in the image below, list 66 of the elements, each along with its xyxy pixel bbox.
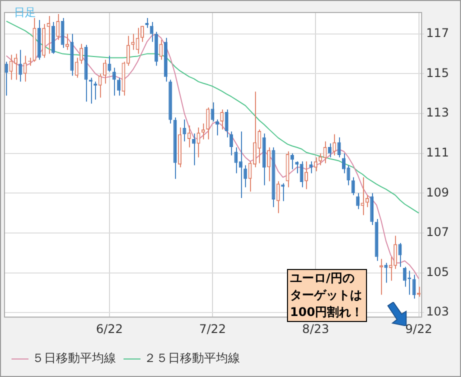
y-tick-label: 111 <box>426 145 449 160</box>
candlestick <box>356 192 360 210</box>
legend-label: ２５日移動平均線 <box>144 351 240 366</box>
candlestick <box>332 134 336 156</box>
candlestick <box>9 54 13 80</box>
candlestick <box>412 274 416 300</box>
candlestick <box>380 258 384 296</box>
candlestick <box>276 180 280 214</box>
candlestick <box>210 102 214 122</box>
y-tick-label: 117 <box>426 26 449 40</box>
candlestick <box>238 130 242 198</box>
candlestick <box>80 43 84 64</box>
candlestick <box>4 61 8 96</box>
candlestick <box>394 235 398 270</box>
x-tick-label: 6/22 <box>96 322 123 336</box>
candlestick <box>46 15 50 54</box>
candlestick <box>281 182 285 202</box>
candlestick <box>328 142 332 158</box>
candlestick <box>112 67 116 96</box>
candlestick <box>196 126 200 158</box>
x-tick-label: 8/23 <box>302 322 330 336</box>
candlestick <box>18 49 22 82</box>
x-tick-label: 7/22 <box>199 322 226 336</box>
candlestick <box>314 156 318 172</box>
y-tick-label: 107 <box>426 225 449 240</box>
candlestick <box>224 109 228 138</box>
candlestick <box>220 109 224 130</box>
candlestick <box>131 33 135 50</box>
candlestick <box>14 53 18 80</box>
candlestick <box>398 242 402 268</box>
annotation: ユーロ/円のターゲットは100円割れ！ <box>287 269 367 322</box>
candlestick <box>267 146 271 182</box>
candlestick <box>323 140 327 164</box>
candlestick <box>351 176 355 196</box>
x-tick-label: 9/22 <box>405 322 432 336</box>
candlestick <box>258 128 262 164</box>
candlestick <box>206 107 210 140</box>
candlestick <box>108 55 112 72</box>
y-tick-label: 113 <box>426 106 449 120</box>
candlestick <box>384 262 388 284</box>
candlestick <box>360 176 364 216</box>
candlestick <box>60 17 64 48</box>
candlestick <box>150 21 154 42</box>
candlestick <box>74 57 78 78</box>
candlestick <box>23 55 27 82</box>
candlestick <box>103 59 107 84</box>
candlestick <box>117 77 121 96</box>
candlestick <box>304 160 308 190</box>
candlestick <box>230 130 234 156</box>
candlestick <box>187 124 191 148</box>
y-tick-label: 103 <box>426 304 449 319</box>
legend-label: ５日移動平均線 <box>32 351 116 366</box>
candlestick <box>300 160 304 188</box>
candlestick <box>159 39 163 60</box>
candlestick <box>337 136 341 158</box>
y-tick-label: 109 <box>426 185 449 200</box>
candlestick <box>402 266 406 288</box>
candlestick <box>66 33 70 50</box>
candlestick <box>244 164 248 188</box>
y-tick-label: 105 <box>426 264 449 279</box>
candlestick <box>192 132 196 166</box>
annotation: 日足 <box>14 5 36 20</box>
y-tick-label: 115 <box>426 66 449 80</box>
candlestick <box>182 119 186 142</box>
candlestick <box>234 146 238 174</box>
candlestick <box>98 73 102 98</box>
